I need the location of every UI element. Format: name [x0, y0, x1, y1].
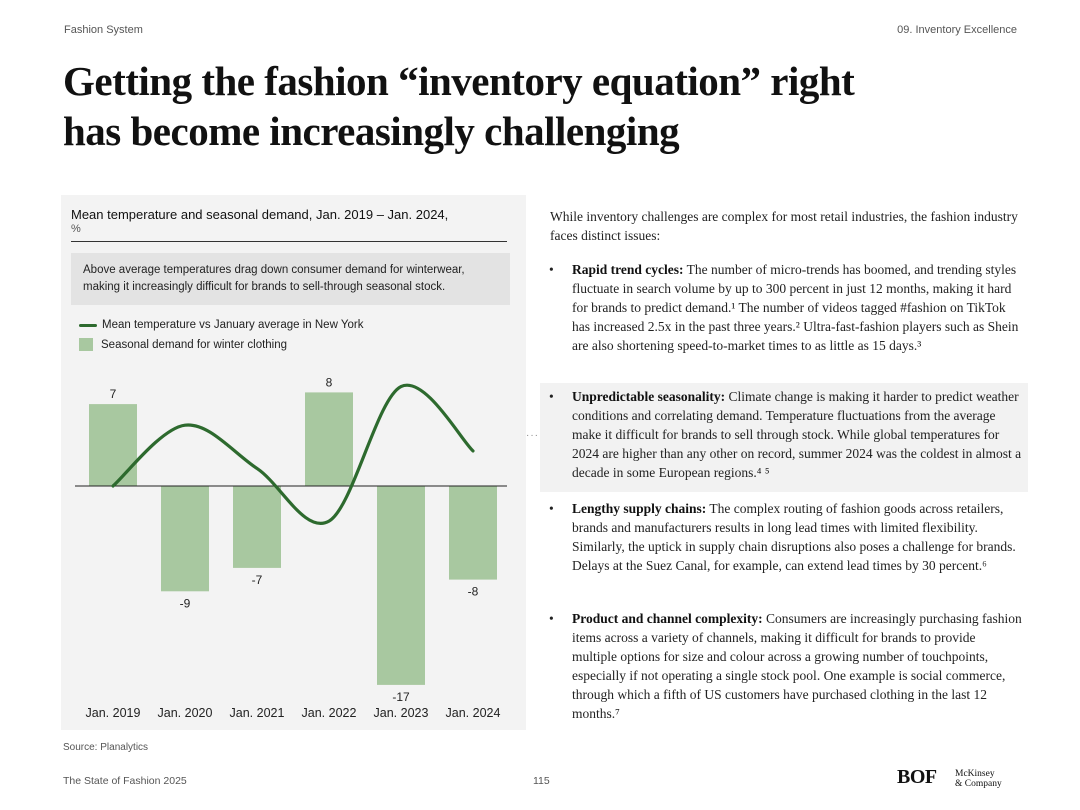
bar [305, 392, 353, 486]
x-tick-label: Jan. 2023 [374, 706, 429, 720]
bullet-glyph: • [549, 389, 554, 404]
chart-title: Mean temperature and seasonal demand, Ja… [71, 207, 449, 222]
chart-plot: 7 -9 -7 8 -17 -8 Jan. 2019 Jan. 2020 Jan. 2021 Ja… [75, 375, 507, 720]
bullet-heading: Rapid trend cycles: [572, 262, 684, 277]
page-number: 115 [533, 775, 550, 787]
legend-bar-swatch [79, 338, 93, 351]
page-title-line-2: has become increasingly challenging [63, 108, 680, 154]
chart-unit: % [71, 223, 81, 235]
bar [161, 486, 209, 592]
bullet-heading: Product and channel complexity: [572, 611, 763, 626]
bar [377, 486, 425, 685]
chart-source: Source: Planalytics [63, 742, 149, 753]
header-publication: Fashion System [64, 24, 143, 36]
chart-callout: Above average temperatures drag down con… [71, 253, 510, 305]
legend-label-temperature: Mean temperature vs January average in N… [102, 319, 364, 331]
header-section: 09. Inventory Excellence [897, 24, 1017, 36]
connector-dots: ···· [526, 430, 544, 441]
page-title-line-1: Getting the fashion “inventory equation”… [63, 58, 855, 104]
bof-logo: BOF [897, 766, 937, 788]
legend-item-demand: Seasonal demand for winter clothing [79, 338, 287, 351]
legend-line-swatch [79, 323, 97, 327]
bullet-glyph: • [549, 501, 554, 516]
bullet-body: The number of micro-trends has boomed, a… [572, 262, 1019, 353]
bullet-body: The complex routing of fashion goods acr… [572, 501, 1016, 573]
bar [89, 404, 137, 486]
bullet-body: Climate change is making it harder to pr… [572, 389, 1022, 480]
bullet-heading: Unpredictable seasonality: [572, 389, 726, 404]
mckinsey-logo-line-2: & Company [955, 779, 1002, 789]
x-tick-label: Jan. 2019 [86, 706, 141, 720]
data-label: -8 [468, 585, 479, 599]
x-tick-label: Jan. 2021 [230, 706, 285, 720]
data-label: 8 [326, 375, 333, 389]
legend-item-temperature: Mean temperature vs January average in N… [79, 319, 363, 331]
bullet-heading: Lengthy supply chains: [572, 501, 707, 516]
x-tick-label: Jan. 2020 [158, 706, 213, 720]
chart-title-rule [71, 241, 507, 242]
data-label: -17 [392, 690, 410, 704]
bullet-lengthy-supply-chains: • Lengthy supply chains: The complex rou… [540, 495, 1028, 579]
temperature-line [111, 383, 475, 525]
legend-label-demand: Seasonal demand for winter clothing [101, 338, 288, 351]
intro-paragraph: While inventory challenges are complex f… [550, 209, 1018, 243]
bar [233, 486, 281, 568]
footer-publication: The State of Fashion 2025 [63, 775, 187, 787]
bar [449, 486, 497, 580]
mckinsey-logo: McKinsey & Company [955, 769, 1002, 789]
bullet-product-channel-complexity: • Product and channel complexity: Consum… [540, 605, 1028, 727]
data-label: -9 [180, 596, 191, 610]
x-tick-label: Jan. 2022 [302, 706, 357, 720]
data-label: -7 [252, 573, 263, 587]
bullet-glyph: • [549, 262, 554, 277]
page-title: Getting the fashion “inventory equation”… [63, 56, 1023, 156]
bullet-unpredictable-seasonality: • Unpredictable seasonality: Climate cha… [540, 383, 1028, 492]
chart-panel: Mean temperature and seasonal demand, Ja… [61, 195, 526, 730]
bullet-body: Consumers are increasingly purchasing fa… [572, 611, 1022, 721]
data-label: 7 [110, 387, 117, 401]
mckinsey-logo-line-1: McKinsey [955, 769, 995, 779]
bullet-glyph: • [549, 611, 554, 626]
x-tick-label: Jan. 2024 [446, 706, 501, 720]
bullet-rapid-trend-cycles: • Rapid trend cycles: The number of micr… [540, 256, 1028, 359]
